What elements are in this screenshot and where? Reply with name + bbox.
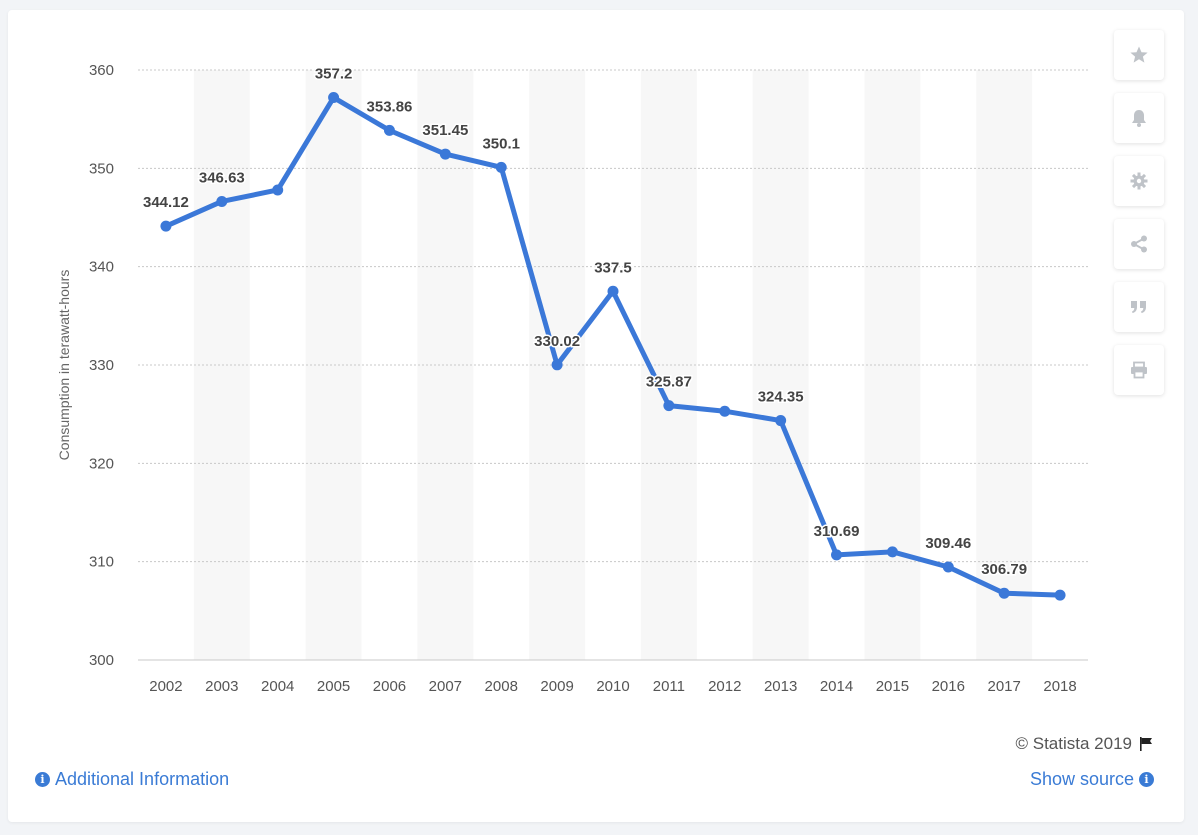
y-tick-label: 340 — [89, 259, 114, 276]
data-point[interactable] — [607, 285, 619, 297]
data-label: 353.86 — [367, 98, 413, 115]
data-point[interactable] — [831, 549, 843, 561]
data-point[interactable] — [551, 359, 563, 371]
x-tick-label: 2013 — [764, 678, 797, 695]
y-tick-label: 330 — [89, 357, 114, 374]
data-point[interactable] — [775, 415, 787, 427]
x-tick-label: 2006 — [373, 678, 406, 695]
show-source-link[interactable]: Show source i — [1030, 769, 1154, 790]
notification-button[interactable] — [1114, 93, 1164, 143]
x-tick-label: 2011 — [653, 678, 685, 695]
series-line — [160, 92, 1066, 601]
data-label: 357.2 — [315, 66, 353, 83]
data-point[interactable] — [328, 92, 340, 104]
gear-icon — [1130, 172, 1148, 190]
x-tick-label: 2012 — [708, 678, 741, 695]
x-tick-label: 2017 — [987, 678, 1020, 695]
copyright-notice: © Statista 2019 — [1016, 734, 1155, 754]
column-band — [752, 70, 809, 660]
data-label: 309.46 — [925, 535, 971, 552]
x-tick-label: 2009 — [540, 678, 573, 695]
data-label: 351.45 — [422, 122, 468, 139]
quote-icon — [1131, 301, 1146, 313]
print-icon — [1131, 361, 1147, 379]
data-point[interactable] — [383, 124, 395, 136]
data-label: 306.79 — [981, 561, 1027, 578]
data-point[interactable] — [272, 184, 284, 196]
data-label: 350.1 — [482, 135, 520, 152]
data-label: 330.02 — [534, 333, 580, 350]
y-tick-label: 320 — [89, 455, 114, 472]
data-point[interactable] — [216, 195, 228, 207]
info-icon: i — [1139, 772, 1154, 787]
data-point[interactable] — [886, 546, 898, 558]
data-labels: 344.12 346.63 357.2 353.86 351.45 350.1 330.02… — [141, 64, 1028, 580]
x-tick-label: 2003 — [205, 678, 238, 695]
print-button[interactable] — [1114, 345, 1164, 395]
additional-information-label: Additional Information — [55, 769, 230, 789]
data-point[interactable] — [942, 561, 954, 573]
favorite-button[interactable] — [1114, 30, 1164, 80]
show-source-label: Show source — [1029, 769, 1134, 789]
y-tick-label: 300 — [89, 652, 114, 669]
series-line-path — [163, 95, 1063, 598]
cite-button[interactable] — [1114, 282, 1164, 332]
data-point[interactable] — [663, 400, 675, 412]
x-tick-label: 2002 — [149, 678, 182, 695]
x-tick-label: 2005 — [317, 678, 350, 695]
data-point[interactable] — [1054, 589, 1066, 601]
x-tick-label: 2018 — [1043, 678, 1076, 695]
additional-information-link[interactable]: i Additional Information — [35, 769, 229, 790]
data-point[interactable] — [998, 587, 1010, 599]
chart-toolbar — [1114, 30, 1164, 408]
data-label: 337.5 — [594, 259, 632, 276]
y-axis-ticks: 300 310 320 330 340 350 360 — [89, 62, 114, 669]
data-label: 324.35 — [758, 389, 804, 406]
x-tick-label: 2010 — [596, 678, 629, 695]
settings-button[interactable] — [1114, 156, 1164, 206]
x-tick-label: 2008 — [485, 678, 518, 695]
x-tick-label: 2014 — [820, 678, 853, 695]
star-icon — [1130, 46, 1148, 63]
data-point[interactable] — [719, 405, 731, 417]
x-tick-label: 2004 — [261, 678, 294, 695]
bell-icon — [1132, 110, 1146, 127]
gridlines — [138, 69, 1088, 661]
data-label: 310.69 — [814, 523, 860, 540]
y-axis-label: Consumption in terawatt-hours — [56, 270, 72, 461]
flag-icon[interactable] — [1138, 736, 1154, 752]
data-point[interactable] — [439, 148, 451, 160]
copyright-text: © Statista 2019 — [1015, 734, 1133, 753]
y-tick-label: 310 — [89, 554, 114, 571]
y-tick-label: 360 — [89, 62, 114, 79]
data-label: 325.87 — [646, 374, 692, 391]
info-icon: i — [35, 772, 50, 787]
data-point[interactable] — [160, 220, 172, 232]
x-tick-label: 2015 — [876, 678, 909, 695]
data-label: 344.12 — [143, 194, 189, 211]
x-tick-label: 2007 — [429, 678, 462, 695]
data-label: 346.63 — [199, 169, 245, 186]
x-tick-label: 2016 — [932, 678, 965, 695]
share-icon — [1131, 235, 1147, 253]
y-tick-label: 350 — [89, 160, 114, 177]
x-axis-ticks: 2002 2003 2004 2005 2006 2007 2008 2009 2010 2011… — [149, 678, 1076, 695]
data-point[interactable] — [495, 161, 507, 173]
share-button[interactable] — [1114, 219, 1164, 269]
